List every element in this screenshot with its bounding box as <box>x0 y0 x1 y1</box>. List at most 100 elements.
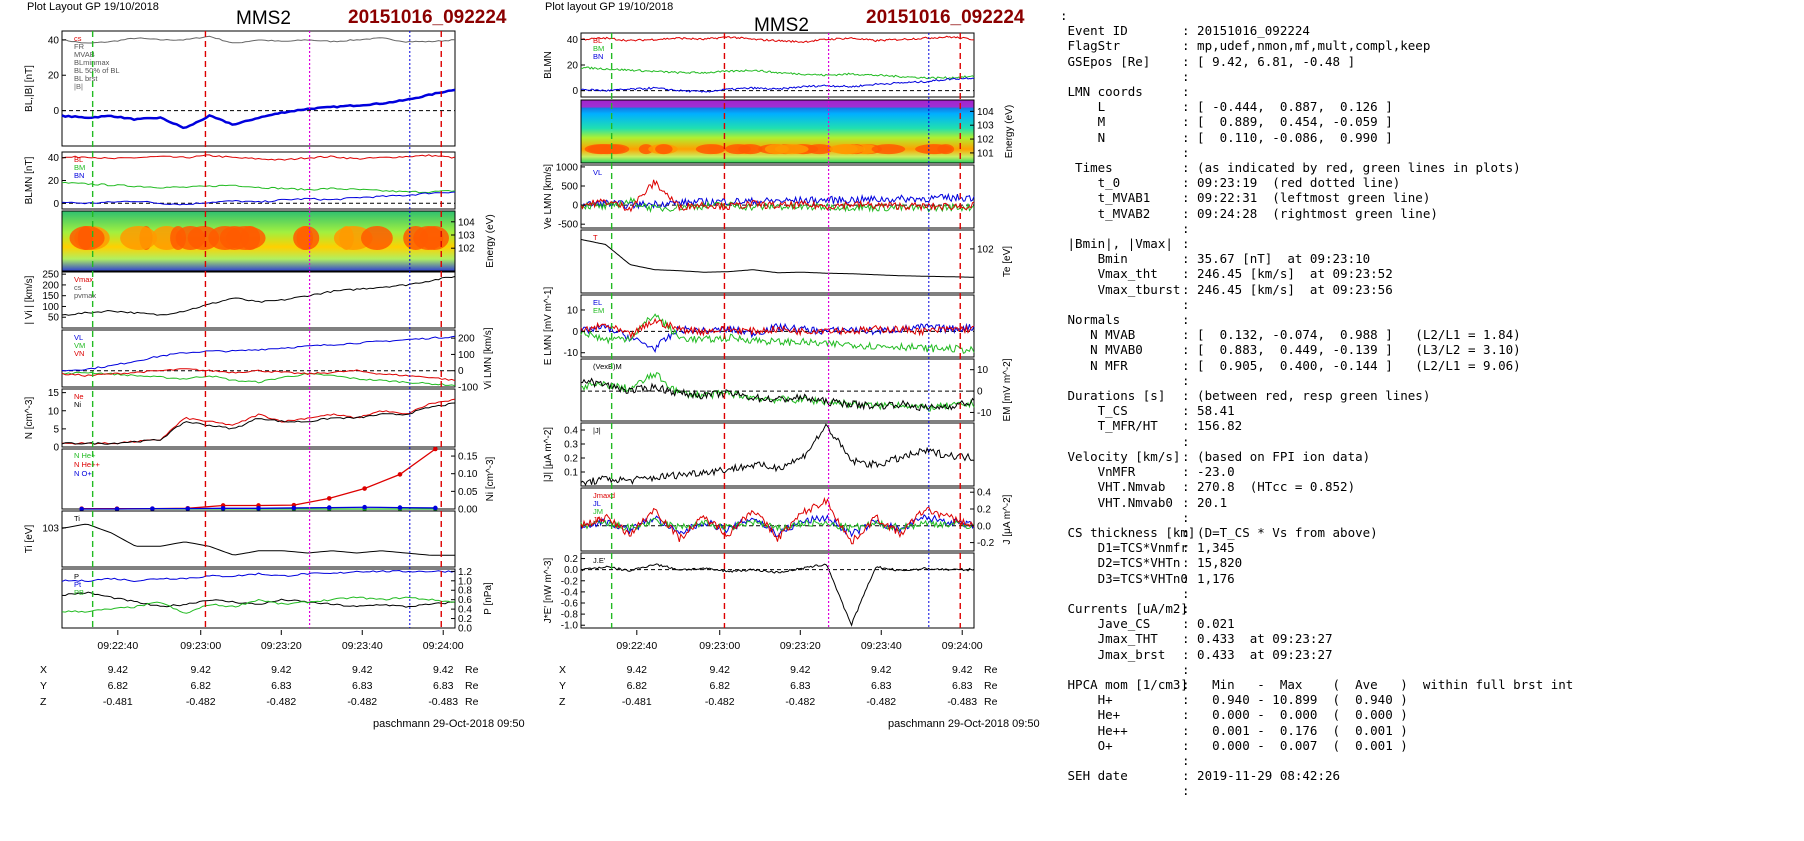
info-value: : mp,udef,nmon,mf,mult,compl,keep <box>1182 38 1431 54</box>
coord-unit: Re <box>465 680 479 692</box>
info-label: HPCA mom [1/cm3] <box>1060 676 1188 692</box>
info-value: : <box>1182 600 1190 616</box>
panel-frame <box>61 510 456 568</box>
series-pt <box>61 569 456 583</box>
legend-entry: FR <box>74 42 85 51</box>
panel-frame <box>61 388 456 448</box>
coord-value: -0.481 <box>622 696 652 708</box>
legend-entry: J.E' <box>593 556 606 565</box>
y-tick-label: 40 <box>567 35 579 46</box>
info-value: : 0.001 - 0.176 ( 0.001 ) <box>1182 722 1408 738</box>
y-tick-label: 102 <box>458 244 475 255</box>
info-label <box>1060 753 1195 768</box>
panel-frame <box>61 151 456 210</box>
legend-entry: |B| <box>74 82 83 91</box>
y-tick-label: 0.8 <box>458 586 472 597</box>
legend-entry: cs <box>74 34 82 43</box>
y-axis-label: EM [mV m^-2] <box>1002 358 1013 421</box>
panel-frame <box>580 358 975 422</box>
y-axis-label: BLMN [nT] <box>24 156 35 204</box>
y-tick-label: 0.6 <box>458 595 472 606</box>
info-label: Vmax_tburst <box>1060 281 1181 297</box>
y-tick-label: 0 <box>572 327 578 338</box>
y-tick-label: -0.4 <box>561 587 579 598</box>
info-value: : <box>1182 236 1190 252</box>
info-value: : 2019-11-29 08:42:26 <box>1182 768 1341 784</box>
legend-entry: N O+ <box>74 469 92 478</box>
info-value: : <box>1182 84 1190 100</box>
data-point <box>326 496 332 501</box>
legend-entry: VL <box>593 168 602 177</box>
info-value: : <box>1182 68 1190 84</box>
coord-value: -0.481 <box>103 696 133 708</box>
legend-entry: BN <box>74 171 84 180</box>
info-value: : <box>1182 783 1190 799</box>
legend-entry: Ti <box>74 514 80 523</box>
y-tick-label: -0.2 <box>561 576 579 587</box>
coord-row-label: Z <box>559 696 566 708</box>
panel-R6: 10 0 -10 EM [mV m^-2] (VexB)M <box>580 358 1013 422</box>
y-tick-label: 200 <box>458 334 475 345</box>
panel-R2: 104 103 102 101 Energy (eV) <box>580 99 1015 164</box>
info-label: L <box>1060 99 1106 115</box>
y-tick-label: 1000 <box>556 162 579 173</box>
coord-value: 9.42 <box>352 664 373 676</box>
y-tick-label: 102 <box>977 244 994 255</box>
info-label: SEH date <box>1060 768 1128 784</box>
y-tick-label: 104 <box>977 107 994 118</box>
info-value: : <box>1182 296 1190 312</box>
y-tick-label: 0 <box>572 201 578 212</box>
series-bl <box>61 154 456 161</box>
info-value: : (based on FPI ion data) <box>1182 448 1371 464</box>
coord-unit: Re <box>465 664 479 676</box>
info-value: : [ 9.42, 6.81, -0.48 ] <box>1182 53 1356 69</box>
heatmap-hot-spot <box>187 226 220 250</box>
info-label: O+ <box>1060 737 1113 753</box>
y-tick-label: 50 <box>48 313 60 324</box>
legend-entry: N He++ <box>74 460 100 469</box>
info-label <box>1060 69 1195 84</box>
legend-entry: BL <box>74 155 83 164</box>
y-tick-label: 0 <box>53 199 59 210</box>
info-value: : [ 0.905, 0.400, -0.144 ] (L2/L1 = 9.06… <box>1182 357 1521 373</box>
coord-row-label: Y <box>40 680 47 692</box>
coord-value: -0.482 <box>347 696 377 708</box>
panel-L7: 0.00 0.05 0.10 0.15 Ni [cm^-3] N He+N He++N O… <box>61 446 496 516</box>
y-tick-label: 0 <box>53 443 59 454</box>
info-value: : <box>1182 372 1190 388</box>
y-tick-label: 100 <box>458 350 475 361</box>
right-plot-title: MMS2 <box>754 15 809 36</box>
coord-row-label: X <box>559 664 566 676</box>
legend-entry: Ni <box>74 400 81 409</box>
y-tick-label: 103 <box>42 523 59 534</box>
info-value: : 0.021 <box>1182 616 1235 632</box>
legend-entry: JL <box>593 499 601 508</box>
series-p <box>61 591 456 608</box>
y-tick-label: 5 <box>53 424 59 435</box>
panel-frame <box>61 271 456 329</box>
legend-entry: |J| <box>593 426 601 435</box>
time-axis: 09:22:40 09:23:00 09:23:20 09:23:40 09:24:00… <box>40 630 479 708</box>
legend-entry: BN <box>593 52 603 61</box>
info-label: CS thickness [km] <box>1060 524 1196 540</box>
panel-R3: 1000 500 0 -500 Ve LMN [km/s] VL <box>543 162 975 231</box>
coord-value: -0.483 <box>947 696 977 708</box>
coord-row-label: Z <box>40 696 47 708</box>
y-axis-label: N [cm^-3] <box>24 397 35 440</box>
series-bn <box>61 191 456 206</box>
y-tick-label: 0.2 <box>458 614 472 625</box>
data-point <box>291 505 297 511</box>
y-tick-label: 0.2 <box>564 554 578 565</box>
series-n-he- <box>81 448 436 510</box>
coord-value: 9.42 <box>271 664 292 676</box>
y-tick-label: 0.4 <box>977 488 991 499</box>
info-label: N <box>1060 129 1106 145</box>
legend-entry: pvmax <box>74 291 96 300</box>
series--vi- <box>61 275 456 316</box>
coord-value: -0.482 <box>266 696 296 708</box>
legend-entry: MVAB <box>74 50 95 59</box>
